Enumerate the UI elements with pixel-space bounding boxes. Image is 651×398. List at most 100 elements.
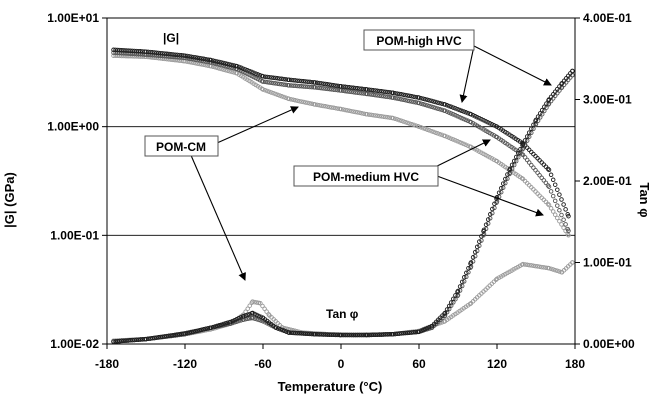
data-point — [359, 332, 365, 338]
data-point — [344, 332, 350, 338]
data-point — [461, 279, 467, 284]
data-point — [316, 80, 322, 86]
data-point — [390, 90, 396, 96]
data-point — [158, 334, 163, 340]
data-point — [422, 102, 428, 108]
data-point — [258, 301, 263, 306]
data-point — [457, 284, 463, 289]
annotation-box-pom-cm: POM-CM — [144, 135, 219, 157]
data-point — [442, 133, 448, 139]
data-point — [399, 118, 404, 124]
data-point — [288, 77, 294, 83]
data-point — [273, 91, 278, 97]
data-point — [444, 109, 450, 114]
data-point — [557, 269, 562, 274]
data-point — [461, 116, 466, 122]
data-point — [264, 88, 270, 94]
data-point — [500, 181, 506, 186]
data-point — [273, 325, 279, 330]
data-point — [117, 50, 122, 56]
data-point — [307, 79, 313, 85]
data-point — [236, 316, 242, 321]
data-point — [355, 332, 360, 338]
data-point — [409, 330, 414, 335]
data-point — [149, 335, 155, 341]
data-point — [437, 106, 443, 112]
data-point — [399, 92, 404, 97]
data-point — [555, 215, 560, 221]
data-point — [247, 316, 252, 321]
data-point — [526, 134, 532, 139]
data-point — [464, 270, 469, 276]
data-point — [277, 327, 283, 332]
data-point — [309, 84, 315, 90]
arrow-pom-cm-tan — [189, 152, 246, 281]
data-point — [147, 49, 153, 55]
data-point — [166, 57, 172, 62]
data-point — [303, 79, 308, 84]
data-point — [113, 47, 118, 53]
data-point — [500, 185, 506, 190]
data-point — [418, 125, 424, 130]
data-point — [299, 78, 304, 84]
data-point — [321, 81, 326, 86]
data-point — [539, 160, 544, 165]
data-point — [225, 68, 230, 73]
data-point — [335, 87, 341, 93]
data-point — [117, 338, 122, 344]
data-point — [531, 187, 536, 192]
data-point — [333, 105, 339, 111]
data-point — [251, 70, 256, 75]
data-point — [327, 332, 332, 337]
data-point — [405, 330, 410, 336]
data-point — [260, 74, 266, 79]
data-point — [182, 331, 188, 336]
data-point — [225, 61, 230, 67]
data-point — [399, 97, 404, 102]
data-point — [111, 50, 116, 55]
data-point — [301, 84, 306, 89]
data-point — [455, 106, 460, 112]
data-point — [254, 316, 260, 322]
data-point — [338, 84, 344, 89]
data-point — [466, 265, 471, 271]
data-point — [520, 142, 526, 147]
data-point — [392, 116, 398, 122]
data-point — [555, 203, 560, 208]
data-point — [256, 313, 262, 319]
data-point — [299, 331, 304, 336]
data-point — [531, 151, 536, 157]
annotation-pom-cm: POM-CM — [156, 140, 206, 154]
data-point — [264, 79, 270, 85]
data-point — [127, 338, 133, 343]
data-point — [266, 80, 272, 85]
data-point — [229, 69, 235, 75]
data-point — [127, 48, 133, 53]
data-point — [286, 77, 292, 83]
data-point — [136, 48, 141, 54]
data-point — [561, 225, 566, 230]
data-point — [335, 332, 341, 338]
data-point — [405, 98, 410, 103]
data-point — [217, 323, 222, 328]
data-point — [243, 67, 248, 72]
data-point — [373, 92, 378, 98]
x-tick-label: -180 — [95, 357, 119, 371]
y-right-tick-label: 3.00E-01 — [583, 93, 632, 107]
data-point — [295, 330, 300, 336]
data-point — [305, 331, 310, 337]
data-point — [199, 327, 204, 333]
data-point — [201, 327, 206, 332]
data-point — [535, 118, 541, 123]
data-point — [373, 88, 378, 93]
data-point — [401, 330, 406, 336]
data-point — [383, 89, 388, 95]
data-point — [168, 333, 174, 338]
data-point — [292, 98, 298, 103]
data-point — [201, 56, 206, 62]
data-point — [129, 51, 135, 57]
data-point — [247, 68, 252, 74]
x-tick-label: 0 — [338, 357, 345, 371]
data-point — [446, 103, 452, 109]
